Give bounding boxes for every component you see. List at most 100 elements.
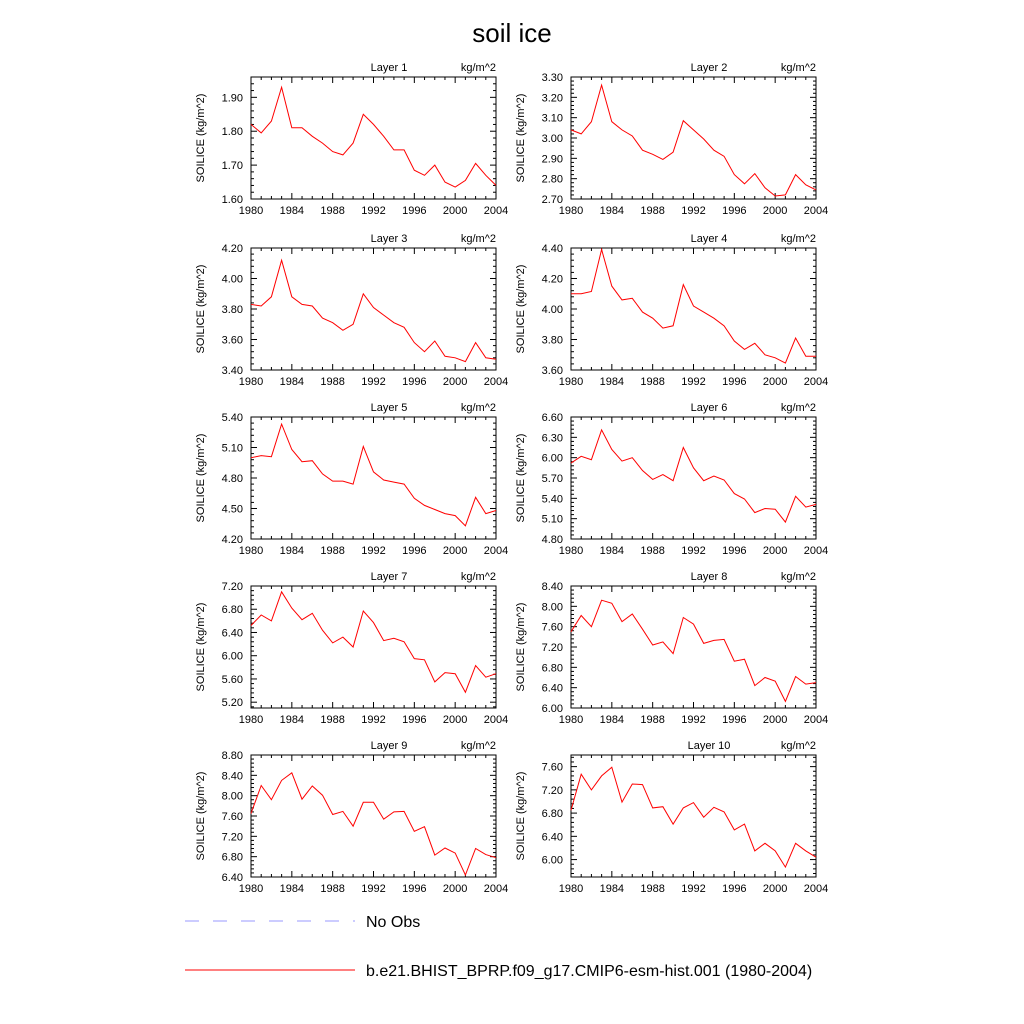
series-line-1 <box>250 258 497 363</box>
plot-frame <box>250 76 497 200</box>
y-tick-label: 1.70 <box>222 160 243 172</box>
y-tick-label: 4.00 <box>222 274 243 286</box>
y-tick-label: 5.60 <box>222 674 243 686</box>
y-tick-label: 2.70 <box>542 194 563 206</box>
x-tick-label: 1988 <box>320 376 344 388</box>
y-tick-label: 6.00 <box>542 703 563 715</box>
x-tick-label: 2004 <box>804 545 828 557</box>
x-tick-label: 1980 <box>239 376 263 388</box>
x-tick-label: 1992 <box>681 883 705 895</box>
y-tick-label: 2.80 <box>542 174 563 186</box>
panel-title: Layer 9 <box>371 740 408 752</box>
y-tick-label: 2.90 <box>542 153 563 165</box>
x-tick-label: 1996 <box>722 714 746 726</box>
x-tick-label: 1988 <box>640 545 664 557</box>
units-label: kg/m^2 <box>781 233 816 245</box>
x-tick-label: 2000 <box>443 714 467 726</box>
y-axis-label: SOILICE (kg/m^2) <box>515 772 527 861</box>
x-tick-label: 1996 <box>402 205 426 217</box>
panel-title: Layer 1 <box>371 62 408 74</box>
y-tick-label: 6.40 <box>542 831 563 843</box>
legend: No Obs b.e21.BHIST_BPRP.f09_g17.CMIP6-es… <box>185 914 812 980</box>
x-tick-label: 1980 <box>239 205 263 217</box>
x-tick-label: 2004 <box>484 205 508 217</box>
y-tick-label: 3.80 <box>222 304 243 316</box>
x-tick-label: 1980 <box>559 376 583 388</box>
y-tick-label: 6.80 <box>222 604 243 616</box>
plot-frame <box>250 416 497 540</box>
legend-obs-label: No Obs <box>366 914 420 931</box>
y-tick-label: 5.10 <box>542 514 563 526</box>
y-tick-label: 4.20 <box>542 274 563 286</box>
series-line-1 <box>250 85 497 188</box>
x-tick-label: 1992 <box>681 376 705 388</box>
panel-layer-10: Layer 10 kg/m^2 SOILICE (kg/m^2) 1980 1984 19… <box>515 740 828 895</box>
series-line-1 <box>570 83 817 197</box>
x-tick-label: 2000 <box>763 376 787 388</box>
x-tick-label: 1980 <box>239 714 263 726</box>
y-tick-label: 7.20 <box>542 785 563 797</box>
units-label: kg/m^2 <box>461 62 496 74</box>
x-tick-label: 1996 <box>722 883 746 895</box>
y-tick-label: 5.20 <box>222 697 243 709</box>
x-tick-label: 1996 <box>402 376 426 388</box>
panel-layer-8: Layer 8 kg/m^2 SOILICE (kg/m^2) 1980 1984 198… <box>515 571 828 726</box>
y-tick-label: 4.20 <box>222 243 243 255</box>
y-tick-label: 6.00 <box>542 855 563 867</box>
y-tick-label: 8.00 <box>222 791 243 803</box>
panel-title: Layer 5 <box>371 402 408 414</box>
y-tick-label: 8.40 <box>222 770 243 782</box>
x-tick-label: 1996 <box>722 205 746 217</box>
series-line-1 <box>571 247 816 364</box>
panel-title: Layer 7 <box>371 571 408 583</box>
x-tick-label: 2000 <box>443 545 467 557</box>
y-tick-label: 4.40 <box>542 243 563 255</box>
x-tick-label: 1980 <box>239 883 263 895</box>
y-tick-label: 7.60 <box>542 622 563 634</box>
y-tick-label: 3.60 <box>542 365 563 377</box>
y-axis-label: SOILICE (kg/m^2) <box>195 94 207 183</box>
x-tick-label: 2000 <box>443 376 467 388</box>
x-tick-label: 1980 <box>559 883 583 895</box>
x-tick-label: 1996 <box>722 376 746 388</box>
x-tick-label: 2004 <box>484 376 508 388</box>
y-tick-label: 3.80 <box>542 335 563 347</box>
y-axis-label: SOILICE (kg/m^2) <box>515 94 527 183</box>
x-tick-label: 1992 <box>361 205 385 217</box>
y-tick-label: 4.00 <box>542 304 563 316</box>
units-label: kg/m^2 <box>461 233 496 245</box>
panel-layer-6: Layer 6 kg/m^2 SOILICE (kg/m^2) 1980 1984 198… <box>515 402 828 557</box>
x-tick-label: 1988 <box>640 883 664 895</box>
panel-layer-1: Layer 1 kg/m^2 SOILICE (kg/m^2) 1980 1984 198… <box>195 62 508 217</box>
y-tick-label: 8.80 <box>222 750 243 762</box>
y-tick-label: 3.30 <box>542 72 563 84</box>
panel-layer-9: Layer 9 kg/m^2 SOILICE (kg/m^2) 1980 1984 198… <box>195 740 508 895</box>
panel-title: Layer 10 <box>688 740 731 752</box>
panel-title: Layer 4 <box>691 233 728 245</box>
x-tick-label: 1988 <box>640 376 664 388</box>
plot-frame <box>250 247 497 371</box>
series-line-1 <box>570 766 817 869</box>
y-tick-label: 6.40 <box>542 683 563 695</box>
x-tick-label: 1996 <box>402 545 426 557</box>
x-tick-label: 1988 <box>640 205 664 217</box>
x-tick-label: 2004 <box>484 883 508 895</box>
figure-title: soil ice <box>472 18 551 48</box>
panels-group: Layer 1 kg/m^2 SOILICE (kg/m^2) 1980 1984 198… <box>195 62 828 895</box>
y-tick-label: 4.80 <box>542 534 563 546</box>
panel-title: Layer 6 <box>691 402 728 414</box>
plot-frame <box>570 247 817 371</box>
units-label: kg/m^2 <box>781 62 816 74</box>
series-line-1 <box>570 428 817 524</box>
units-label: kg/m^2 <box>781 571 816 583</box>
y-tick-label: 1.90 <box>222 92 243 104</box>
plot-frame <box>570 754 817 878</box>
units-label: kg/m^2 <box>461 402 496 414</box>
y-tick-label: 6.30 <box>542 432 563 444</box>
x-tick-label: 2004 <box>804 883 828 895</box>
plot-frame <box>570 76 817 200</box>
x-tick-label: 1988 <box>320 883 344 895</box>
panel-layer-3: Layer 3 kg/m^2 SOILICE (kg/m^2) 1980 1984 198… <box>195 233 508 388</box>
x-tick-label: 2004 <box>804 714 828 726</box>
